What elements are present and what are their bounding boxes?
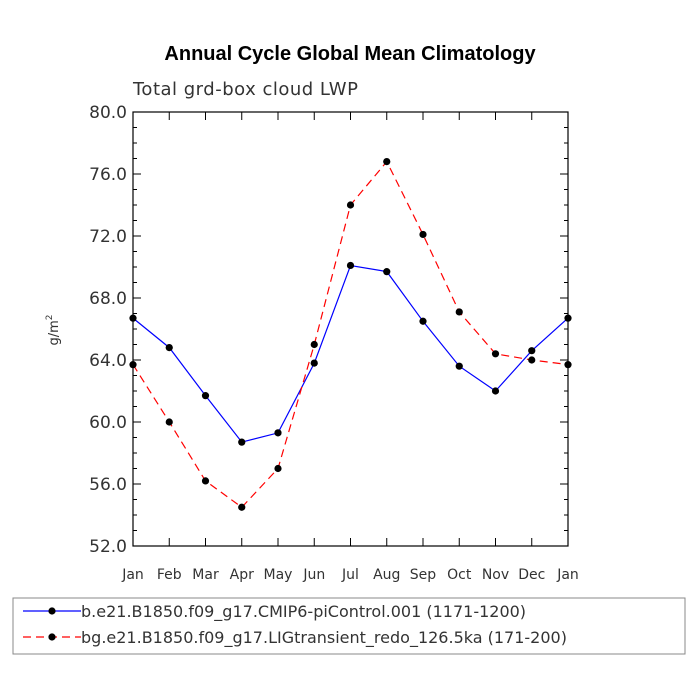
series-1-point bbox=[165, 344, 173, 352]
series-2-point bbox=[346, 201, 355, 209]
legend-marker-1 bbox=[48, 607, 56, 615]
x-tick-label: Aug bbox=[373, 567, 400, 583]
series-1-point bbox=[455, 362, 463, 370]
legend-label-1: b.e21.B1850.f09_g17.CMIP6-piControl.001 … bbox=[81, 602, 526, 622]
series-2-point bbox=[310, 340, 318, 349]
x-tick-label: Nov bbox=[482, 567, 509, 583]
series-1-point bbox=[310, 359, 318, 367]
chart-title: Annual Cycle Global Mean Climatology bbox=[164, 43, 536, 65]
legend: b.e21.B1850.f09_g17.CMIP6-piControl.001 … bbox=[12, 597, 686, 655]
series-1-point bbox=[274, 429, 282, 437]
series-2-point bbox=[419, 230, 427, 239]
x-tick-label: May bbox=[264, 567, 293, 583]
x-tick-label: Jan bbox=[121, 567, 144, 583]
legend-box bbox=[12, 597, 686, 655]
x-tick-label: Mar bbox=[192, 567, 219, 583]
y-tick-label: 80.0 bbox=[89, 103, 127, 123]
series-2-point bbox=[274, 464, 282, 473]
series-2-point bbox=[238, 503, 246, 511]
series-2-point bbox=[383, 158, 391, 166]
x-tick-label: Jan bbox=[556, 567, 579, 583]
x-tick-label: Sep bbox=[410, 567, 437, 583]
x-tick-label: Apr bbox=[230, 567, 254, 583]
y-tick-label: 76.0 bbox=[89, 165, 127, 185]
y-tick-label: 52.0 bbox=[89, 537, 127, 557]
series-2-point bbox=[528, 356, 536, 364]
x-tick-label: Dec bbox=[518, 567, 545, 583]
series-line-2 bbox=[132, 160, 569, 509]
series-1-point bbox=[129, 314, 137, 322]
x-tick-label: Jul bbox=[341, 567, 359, 583]
series-1-point bbox=[346, 261, 355, 270]
series-2-point bbox=[165, 418, 173, 426]
plot-frame bbox=[132, 111, 569, 547]
series-2-point bbox=[201, 477, 210, 485]
series-1-point bbox=[528, 347, 536, 355]
series-1-point bbox=[491, 387, 500, 395]
y-tick-label: 72.0 bbox=[89, 227, 127, 247]
y-tick-label: 64.0 bbox=[89, 351, 127, 371]
plot-area: 52.0 56.0 60.0 64.0 68.0 72.0 76.0 80.0 Jan Feb Ma… bbox=[89, 103, 579, 583]
series-1-point bbox=[238, 438, 246, 446]
chart-subtitle: Total grd-box cloud LWP bbox=[132, 79, 358, 100]
series-2-point bbox=[564, 361, 572, 369]
series-1-point bbox=[201, 392, 210, 400]
y-tick-label: 68.0 bbox=[89, 289, 127, 309]
series-line-1 bbox=[132, 264, 569, 443]
series-2-point bbox=[129, 361, 137, 369]
legend-marker-2 bbox=[48, 633, 56, 641]
y-tick-label: 60.0 bbox=[89, 413, 127, 433]
series-2-point bbox=[491, 350, 500, 358]
y-tick-label: 56.0 bbox=[89, 475, 127, 495]
series-1-point bbox=[383, 268, 391, 276]
series-1-point bbox=[419, 317, 427, 325]
series-1-point bbox=[564, 314, 572, 322]
y-axis-label: g/m2 bbox=[45, 314, 62, 345]
series-2-point bbox=[455, 308, 463, 316]
x-tick-label: Feb bbox=[157, 567, 182, 583]
x-tick-label: Oct bbox=[447, 567, 472, 583]
legend-label-2: bg.e21.B1850.f09_g17.LIGtransient_redo_1… bbox=[81, 628, 567, 648]
x-tick-label: Jun bbox=[302, 567, 325, 583]
